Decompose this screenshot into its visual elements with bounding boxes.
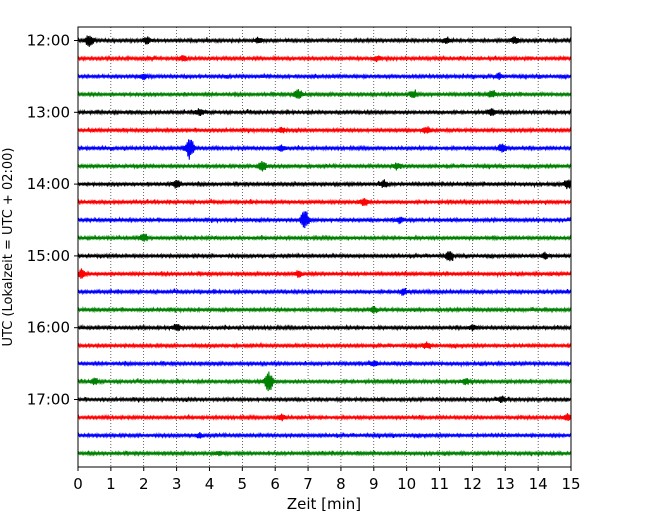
x-tick-label: 3 <box>172 475 182 493</box>
x-tick-label: 9 <box>369 475 379 493</box>
y-tick-label: 15:00 <box>27 247 70 265</box>
x-tick-label: 11 <box>430 475 449 493</box>
y-axis-ticks: 12:00 13:00 14:00 15:00 16:00 17:00 <box>27 32 78 409</box>
y-axis-label: UTC (Lokalzeit = UTC + 02:00) <box>1 148 16 347</box>
x-grid-lines <box>110 27 539 467</box>
x-axis-ticks: 0 1 2 3 4 5 6 7 8 9 10 11 12 13 14 15 <box>73 467 581 493</box>
y-tick-label: 13:00 <box>27 103 70 121</box>
x-tick-label: 12 <box>463 475 482 493</box>
y-tick-label: 17:00 <box>27 391 70 409</box>
trace-1330 <box>77 139 572 160</box>
y-tick-label: 12:00 <box>27 32 70 50</box>
y-tick-label: 16:00 <box>27 319 70 337</box>
x-tick-label: 14 <box>529 475 548 493</box>
x-tick-label: 5 <box>238 475 248 493</box>
x-tick-label: 10 <box>397 475 416 493</box>
x-tick-label: 8 <box>336 475 346 493</box>
x-tick-label: 13 <box>496 475 515 493</box>
x-tick-label: 1 <box>106 475 116 493</box>
y-tick-label: 14:00 <box>27 175 70 193</box>
x-tick-label: 0 <box>73 475 83 493</box>
x-tick-label: 7 <box>303 475 313 493</box>
seismic-traces <box>77 35 572 458</box>
x-axis-label: Zeit [min] <box>287 495 361 513</box>
x-tick-label: 6 <box>270 475 280 493</box>
x-tick-label: 2 <box>139 475 149 493</box>
plot-frame <box>77 26 572 468</box>
x-tick-label: 15 <box>561 475 580 493</box>
x-tick-label: 4 <box>205 475 215 493</box>
